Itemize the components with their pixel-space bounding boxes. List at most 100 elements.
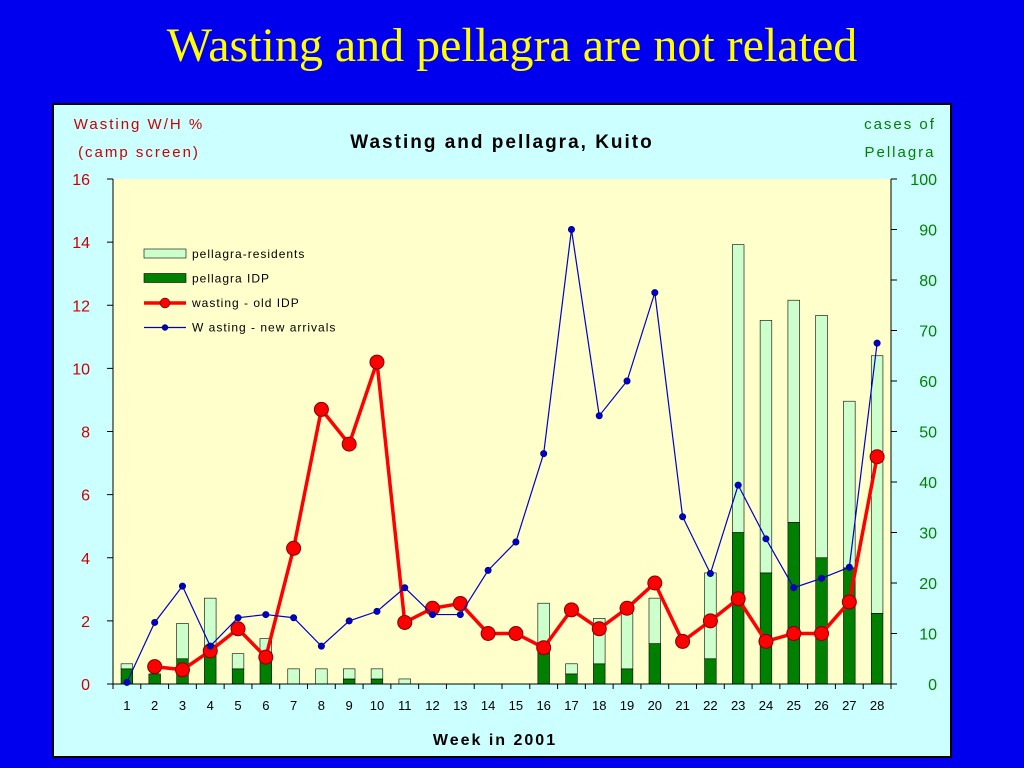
left-tick-label: 0 [81, 677, 90, 694]
left-axis-label-line1: Wasting W/H % [74, 116, 204, 133]
right-axis-label-line1: cases of [864, 116, 936, 133]
x-tick-label: 20 [648, 698, 662, 713]
point-wasting-old-idp [536, 640, 552, 656]
point-wasting-old-idp [675, 633, 691, 649]
right-tick-label: 90 [919, 223, 937, 240]
point-wasting-new-arrivals [762, 535, 770, 543]
point-wasting-new-arrivals [317, 642, 325, 650]
point-wasting-old-idp [286, 540, 302, 556]
left-tick-label: 4 [81, 551, 90, 568]
point-wasting-new-arrivals [540, 450, 548, 458]
bar-pellagra-idp [231, 668, 245, 685]
point-wasting-new-arrivals [290, 614, 298, 622]
bar-pellagra-residents [648, 597, 661, 644]
x-tick-label: 7 [290, 698, 297, 713]
bar-pellagra-residents [732, 244, 745, 533]
x-tick-label: 8 [318, 698, 325, 713]
point-wasting-new-arrivals [512, 538, 520, 546]
point-wasting-old-idp [480, 626, 496, 641]
point-wasting-new-arrivals [345, 617, 353, 625]
x-axis-label: Week in 2001 [433, 732, 557, 749]
point-wasting-old-idp [258, 649, 274, 665]
left-tick-label: 8 [81, 425, 90, 442]
legend-swatch [143, 273, 187, 283]
point-wasting-new-arrivals [262, 611, 270, 619]
x-tick-label: 28 [870, 698, 884, 713]
x-tick-label: 19 [620, 698, 634, 713]
bar-pellagra-idp [620, 668, 634, 685]
bar-pellagra-idp [732, 532, 745, 685]
line-wasting-new-arrivals [126, 229, 878, 683]
bar-pellagra-residents [593, 618, 606, 665]
bar-pellagra-idp [787, 522, 800, 685]
right-axis-label-line2: Pellagra [864, 144, 935, 161]
bar-pellagra-residents [176, 623, 189, 660]
point-wasting-new-arrivals [484, 566, 492, 574]
point-wasting-new-arrivals [651, 289, 659, 297]
x-tick-label: 10 [370, 698, 384, 713]
bar-pellagra-residents [343, 668, 356, 680]
x-tick-label: 23 [731, 698, 745, 713]
point-wasting-new-arrivals [706, 570, 714, 578]
point-wasting-new-arrivals [818, 574, 826, 582]
chart-panel: Wasting and pellagra, Kuito Wasting W/H … [52, 103, 952, 758]
point-wasting-old-idp [814, 626, 830, 641]
point-wasting-new-arrivals [373, 607, 381, 615]
left-tick-label: 12 [72, 298, 90, 315]
bar-pellagra-residents [370, 668, 384, 680]
bar-pellagra-idp [704, 658, 717, 685]
x-tick-label: 13 [453, 698, 467, 713]
point-wasting-new-arrivals [401, 584, 409, 592]
point-wasting-old-idp [369, 354, 385, 370]
bar-pellagra-idp [870, 612, 884, 685]
right-tick-label: 30 [919, 526, 937, 543]
bar-pellagra-residents [815, 315, 828, 559]
point-wasting-old-idp [758, 633, 774, 649]
x-tick-label: 5 [234, 698, 241, 713]
x-tick-label: 16 [536, 698, 550, 713]
x-tick-label: 15 [509, 698, 523, 713]
x-tick-label: 9 [346, 698, 353, 713]
right-tick-label: 50 [919, 425, 937, 442]
bar-pellagra-residents [315, 668, 328, 685]
point-wasting-new-arrivals [234, 614, 242, 622]
right-tick-label: 20 [919, 576, 937, 593]
left-tick-label: 6 [81, 488, 90, 505]
point-wasting-new-arrivals [790, 584, 798, 592]
x-tick-label: 22 [703, 698, 717, 713]
bar-pellagra-idp [343, 678, 356, 685]
slide-title: Wasting and pellagra are not related [166, 19, 858, 72]
x-tick-label: 14 [481, 698, 495, 713]
point-wasting-old-idp [174, 662, 190, 678]
point-wasting-new-arrivals [873, 339, 881, 347]
legend-label: wasting - old IDP [191, 296, 300, 310]
left-tick-label: 14 [72, 235, 90, 252]
point-wasting-new-arrivals [623, 377, 631, 385]
bar-pellagra-residents [120, 663, 134, 670]
bar-pellagra-residents [759, 320, 773, 574]
point-wasting-old-idp [647, 575, 663, 591]
x-tick-label: 18 [592, 698, 606, 713]
bar-pellagra-idp [593, 663, 606, 685]
point-wasting-old-idp [619, 600, 635, 616]
right-tick-label: 70 [919, 324, 937, 341]
bar-pellagra-residents [231, 653, 245, 670]
point-wasting-new-arrivals [567, 226, 575, 234]
legend-swatch-marker [161, 324, 169, 331]
point-wasting-new-arrivals [206, 642, 214, 650]
x-tick-label: 17 [564, 698, 578, 713]
point-wasting-old-idp [591, 621, 607, 637]
legend-label: pellagra-residents [192, 247, 305, 261]
point-wasting-new-arrivals [679, 513, 687, 521]
point-wasting-old-idp [869, 449, 885, 465]
point-wasting-new-arrivals [429, 611, 437, 619]
x-tick-label: 6 [262, 698, 269, 713]
bar-pellagra-idp [370, 678, 384, 685]
legend-swatch-marker [159, 297, 171, 309]
right-tick-label: 0 [928, 677, 937, 694]
point-wasting-old-idp [452, 596, 468, 612]
legend-label: W asting - new arrivals [192, 321, 336, 335]
point-wasting-old-idp [230, 621, 246, 637]
x-tick-label: 27 [842, 698, 856, 713]
x-tick-label: 11 [398, 698, 412, 713]
